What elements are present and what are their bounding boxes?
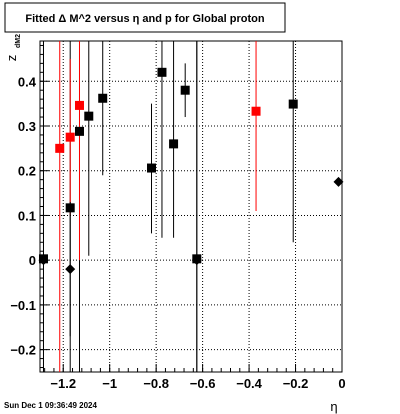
chart-title: Fitted Δ M^2 versus η and p for Global p…	[25, 13, 265, 25]
data-point-square	[98, 93, 108, 103]
data-point-square	[169, 139, 179, 149]
y-tick-label: 0.4	[18, 74, 37, 89]
data-point-square	[84, 111, 94, 121]
timestamp: Sun Dec 1 09:36:49 2024	[4, 401, 97, 410]
x-tick-label: −1.2	[50, 376, 76, 391]
data-point-square	[251, 106, 261, 116]
x-tick-label: −0.2	[283, 376, 309, 391]
grid-lines	[40, 41, 343, 372]
y-axis-label-group: z dM2	[4, 34, 22, 61]
x-tick-label: −0.6	[190, 376, 216, 391]
x-tick-label: −0.8	[143, 376, 169, 391]
data-point-square	[180, 85, 190, 95]
y-tick-label: 0	[29, 253, 36, 268]
data-point-square	[65, 132, 75, 142]
data-point-diamond	[65, 264, 76, 275]
y-tick-label: 0.1	[18, 208, 36, 223]
title-box	[4, 2, 286, 33]
y-axis-label-subscript: dM2	[15, 34, 22, 48]
data-point-diamond	[38, 255, 49, 266]
data-point-diamond	[191, 255, 202, 266]
data-point-diamond	[333, 176, 344, 187]
data-point-square	[74, 126, 84, 136]
data-marks	[38, 41, 344, 372]
data-point-square	[157, 67, 167, 77]
data-point-square	[55, 143, 65, 153]
x-axis-label: η	[330, 399, 337, 414]
data-point-square	[147, 163, 157, 173]
x-tick-label: 0	[338, 376, 345, 391]
x-tick-label: −1	[102, 376, 117, 391]
data-point-square	[288, 99, 298, 109]
y-tick-label: 0.2	[18, 164, 36, 179]
data-point-square	[65, 203, 75, 213]
axis-ticks	[40, 44, 343, 372]
y-axis-label: z	[4, 55, 19, 62]
y-tick-labels: −0.2 −0.1 0 0.1 0.2 0.3 0.4	[10, 74, 36, 357]
y-tick-label: 0.3	[18, 119, 36, 134]
data-point-square	[74, 100, 84, 110]
y-tick-label: −0.2	[10, 343, 36, 358]
x-tick-label: −0.4	[236, 376, 262, 391]
y-tick-label: −0.1	[10, 298, 36, 313]
plot-frame	[39, 40, 343, 373]
x-tick-labels: −1.2 −1 −0.8 −0.6 −0.4 −0.2 0	[50, 376, 345, 391]
